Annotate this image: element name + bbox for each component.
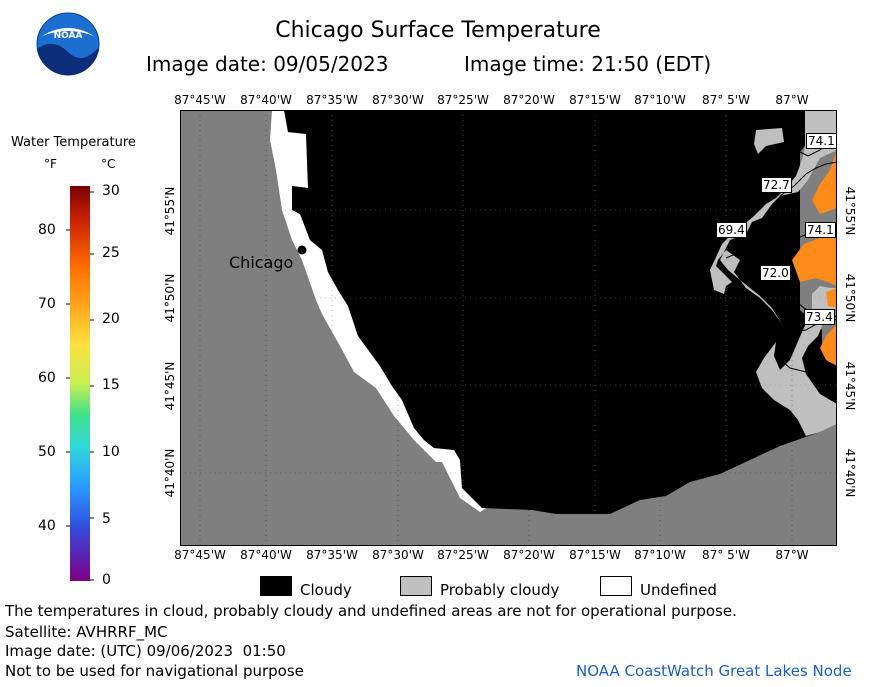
temp-label: 69.4 xyxy=(716,222,747,238)
credit-link[interactable]: NOAA CoastWatch Great Lakes Node xyxy=(576,662,852,680)
c-tick: 0 xyxy=(102,572,111,588)
lon-label-bottom: 87°15'W xyxy=(569,548,621,562)
temp-label: 72.7 xyxy=(761,177,792,193)
f-tick: 60 xyxy=(38,370,56,386)
probably-cloudy-patch xyxy=(754,128,784,154)
lon-label-bottom: 87°W xyxy=(775,548,809,562)
lat-label-left: 41°50'N xyxy=(163,273,177,323)
legend-swatch-probably-cloudy xyxy=(400,576,432,596)
noaa-logo: NOAA xyxy=(36,12,100,76)
satellite: Satellite: AVHRRF_MC xyxy=(5,623,168,641)
lon-label-bottom: 87° 5'W xyxy=(702,548,750,562)
lon-label-bottom: 87°10'W xyxy=(634,548,686,562)
c-tick: 10 xyxy=(102,444,120,460)
utc-date: Image date: (UTC) 09/06/2023 01:50 xyxy=(5,642,286,660)
temp-label: 73.4 xyxy=(804,309,835,325)
city-label: Chicago xyxy=(229,253,294,272)
svg-text:NOAA: NOAA xyxy=(54,31,83,41)
temp-contour xyxy=(775,355,837,379)
lon-label-top: 87°25'W xyxy=(437,93,489,107)
lon-label-bottom: 87°20'W xyxy=(503,548,555,562)
image-time: Image time: 21:50 (EDT) xyxy=(464,52,712,76)
warm-water-area xyxy=(826,288,837,308)
lon-label-top: 87°35'W xyxy=(306,93,358,107)
legend-swatch-undefined xyxy=(600,576,632,596)
lon-label-bottom: 87°35'W xyxy=(306,548,358,562)
map-canvas xyxy=(180,110,837,546)
legend-probably-cloudy: Probably cloudy xyxy=(440,581,560,599)
lon-label-bottom: 87°45'W xyxy=(174,548,226,562)
lat-label-left: 41°40'N xyxy=(163,448,177,498)
warm-water-area xyxy=(792,238,837,286)
legend-cloudy: Cloudy xyxy=(300,581,352,599)
f-tick: 70 xyxy=(38,296,56,312)
lat-label-left: 41°55'N xyxy=(163,186,177,236)
c-tick: 15 xyxy=(102,377,120,393)
lon-label-top: 87°W xyxy=(775,93,809,107)
page-title: Chicago Surface Temperature xyxy=(275,18,601,43)
temp-contour xyxy=(725,241,777,259)
lon-label-bottom: 87°25'W xyxy=(437,548,489,562)
lon-label-top: 87° 5'W xyxy=(702,93,750,107)
lat-label-left: 41°45'N xyxy=(163,361,177,411)
undefined-area xyxy=(270,110,488,512)
f-tick: 40 xyxy=(38,518,56,534)
warm-water-area xyxy=(820,324,837,366)
legend-swatch-cloudy xyxy=(260,576,292,596)
image-date: Image date: 09/05/2023 xyxy=(146,52,389,76)
scale-title: Water Temperature xyxy=(11,135,136,150)
c-tick: 25 xyxy=(102,245,120,261)
lon-label-bottom: 87°40'W xyxy=(240,548,292,562)
c-tick: 30 xyxy=(102,183,120,199)
legend-undefined: Undefined xyxy=(640,581,717,599)
c-tick: 20 xyxy=(102,311,120,327)
nav-warning: Not to be used for navigational purpose xyxy=(5,662,304,680)
lon-label-top: 87°15'W xyxy=(569,93,621,107)
temp-label: 74.1 xyxy=(806,133,837,149)
lon-label-top: 87°45'W xyxy=(174,93,226,107)
temp-label: 72.0 xyxy=(760,265,791,281)
lon-label-top: 87°40'W xyxy=(240,93,292,107)
lat-label-right: 41°40'N xyxy=(843,448,857,498)
f-tick: 50 xyxy=(38,444,56,460)
lat-label-right: 41°50'N xyxy=(843,273,857,323)
lon-label-top: 87°10'W xyxy=(634,93,686,107)
lat-label-right: 41°55'N xyxy=(843,186,857,236)
lon-label-top: 87°30'W xyxy=(372,93,424,107)
f-tick: 80 xyxy=(38,222,56,238)
c-tick: 5 xyxy=(102,511,111,527)
disclaimer: The temperatures in cloud, probably clou… xyxy=(5,602,737,620)
chicago-marker xyxy=(297,245,307,255)
warm-water-area xyxy=(812,150,837,214)
unit-fahrenheit: °F xyxy=(44,157,57,171)
color-scale-bar xyxy=(66,186,94,581)
unit-celsius: °C xyxy=(101,157,116,171)
cloudy-area xyxy=(284,110,837,514)
temp-label: 74.1 xyxy=(805,222,836,238)
lon-label-top: 87°20'W xyxy=(503,93,555,107)
lon-label-bottom: 87°30'W xyxy=(372,548,424,562)
lat-label-right: 41°45'N xyxy=(843,361,857,411)
